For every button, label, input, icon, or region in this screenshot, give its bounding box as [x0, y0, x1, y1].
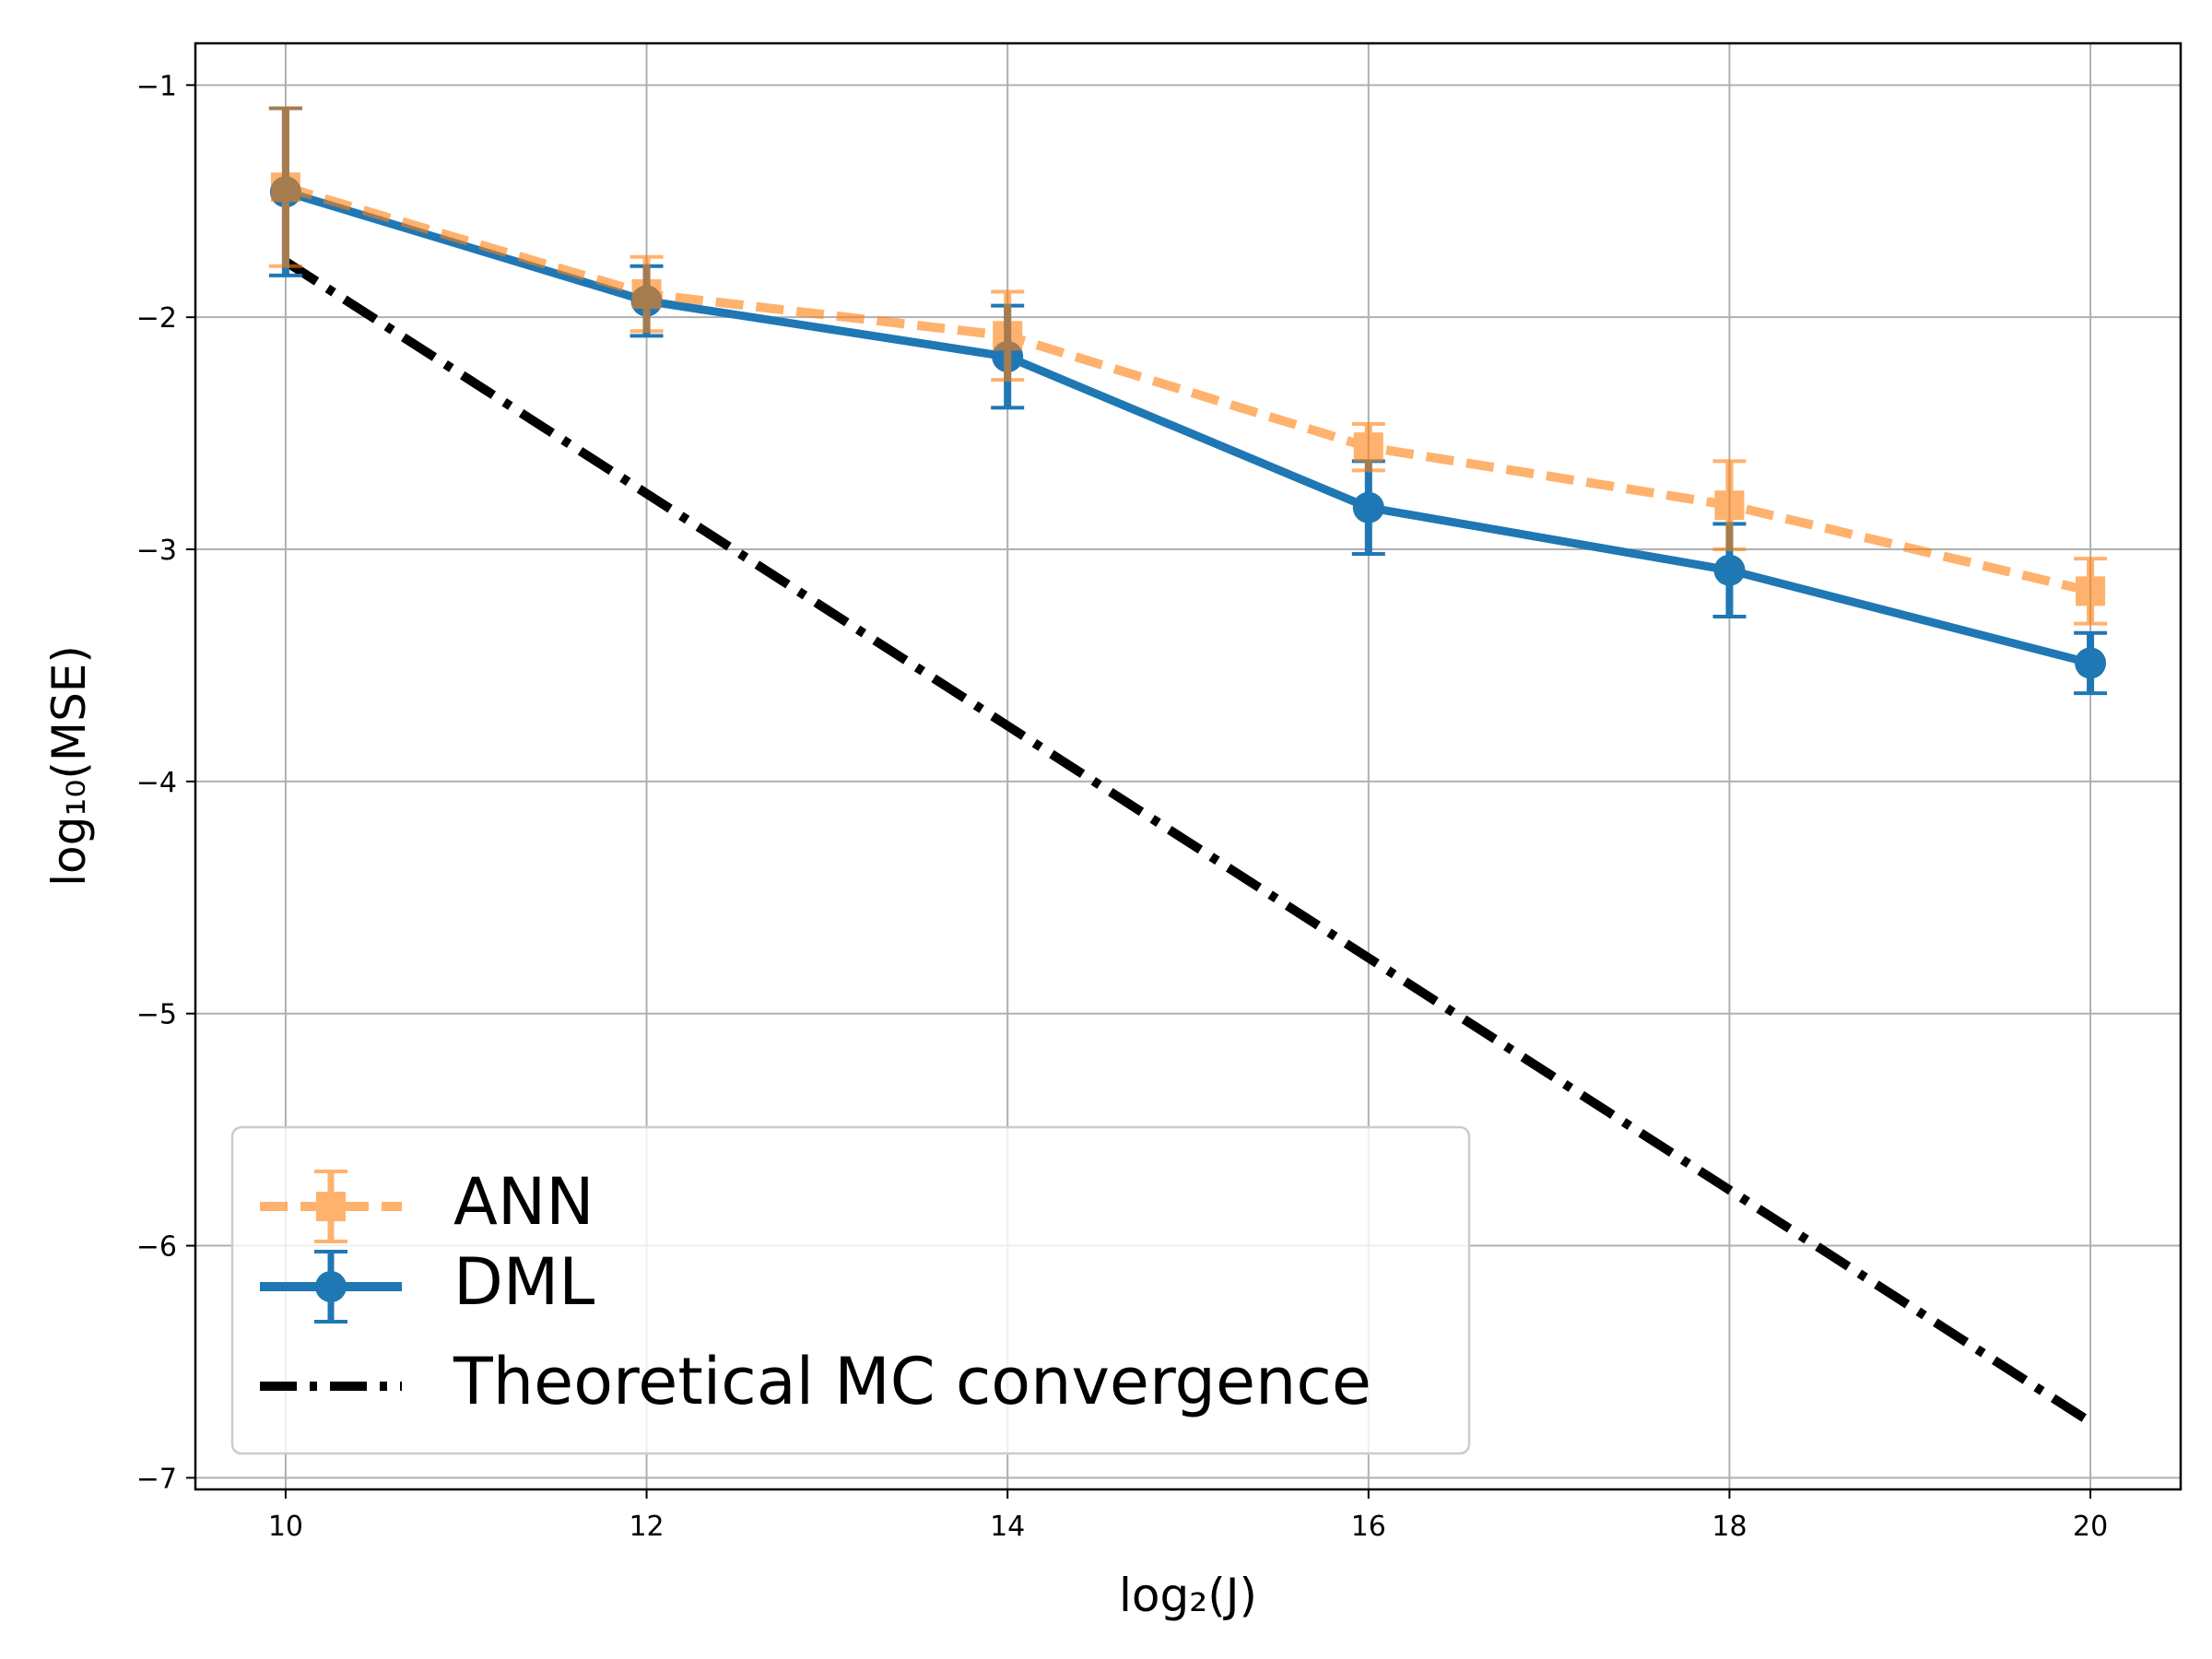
legend-handles [260, 1170, 402, 1391]
x-tick-label: 20 [2073, 1511, 2108, 1543]
ticks: 10 12 14 16 18 20 −1 −2 −3 −4 −5 −6 −7 [136, 70, 2108, 1543]
legend-label-ann: ANN [453, 1164, 594, 1240]
legend-label-dml: DML [453, 1244, 594, 1320]
legend-handle-ann [260, 1170, 402, 1243]
x-tick-label: 14 [990, 1511, 1025, 1543]
legend-marker-ann [316, 1192, 346, 1221]
data-point-dml [1352, 491, 1384, 524]
data-point-ann [1714, 490, 1745, 521]
data-point-ann [631, 278, 662, 309]
data-point-ann [2076, 576, 2106, 606]
y-tick-label: −4 [136, 767, 177, 799]
series-line-theoretical-mc-convergence [283, 257, 2093, 1427]
legend-handle-dml [260, 1250, 402, 1324]
series-ann [268, 106, 2108, 626]
data-point-ann [270, 172, 300, 203]
data-point-dml [2075, 647, 2107, 679]
grid [195, 43, 2181, 1489]
series-layer [268, 106, 2108, 1427]
y-tick-label: −6 [136, 1231, 177, 1264]
legend-frame [230, 1125, 1471, 1455]
y-tick-label: −2 [136, 302, 177, 335]
series-line-dml [284, 187, 2092, 667]
plot-frame [194, 41, 2183, 1491]
y-tick-label: −5 [136, 999, 177, 1031]
legend: ANN DML Theoretical MC convergence [230, 1125, 1471, 1455]
y-tick-label: −7 [136, 1463, 177, 1495]
x-axis-label: log₂(J) [1119, 1569, 1257, 1622]
x-tick-label: 10 [268, 1511, 303, 1543]
y-axis-label: log₁₀(MSE) [42, 645, 96, 887]
x-tick-label: 18 [1712, 1511, 1747, 1543]
y-tick-label: −1 [136, 70, 177, 102]
legend-marker-dml [315, 1271, 347, 1302]
data-point-dml [1713, 554, 1746, 586]
x-tick-label: 16 [1351, 1511, 1386, 1543]
series-line-ann [284, 182, 2092, 596]
series-theoretical-mc-convergence [283, 257, 2093, 1427]
legend-label-mc: Theoretical MC convergence [453, 1344, 1371, 1419]
data-point-ann [993, 321, 1023, 351]
data-point-ann [1353, 432, 1383, 463]
x-tick-label: 12 [629, 1511, 664, 1543]
y-tick-label: −3 [136, 535, 177, 567]
